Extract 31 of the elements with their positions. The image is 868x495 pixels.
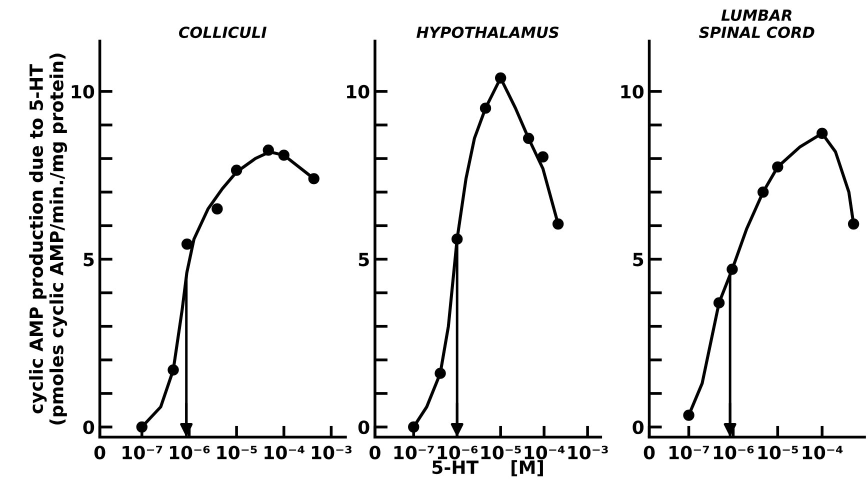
y-tick-label: 5 bbox=[84, 252, 94, 266]
x-tick-label: 0 bbox=[370, 446, 380, 460]
x-tick-label: 0 bbox=[94, 446, 106, 460]
x-tick-label: 10⁻⁷ bbox=[394, 446, 434, 460]
x-tick-label: 0 bbox=[644, 446, 655, 460]
y-tick-label: 0 bbox=[83, 420, 94, 434]
y-tick-label: 10 bbox=[72, 84, 94, 99]
x-tick-label: 10⁻⁴ bbox=[264, 446, 304, 460]
x-tick-label: 10⁻⁶ bbox=[170, 446, 210, 460]
chart-title: COLLICULI bbox=[179, 26, 267, 38]
x-tick-label: 10⁻⁷ bbox=[122, 446, 162, 460]
x-tick-label: 10⁻⁵ bbox=[758, 446, 798, 460]
y-tick-label: 0 bbox=[632, 420, 644, 434]
x-tick-label: 10⁻³ bbox=[312, 446, 352, 460]
y-axis-title: cyclic AMP production due to 5-HT (pmoles cyclic AMP/min./mg protein) bbox=[29, 54, 68, 424]
chart-title: LUMBAR SPINAL CORD bbox=[699, 10, 814, 38]
y-tick-label: 5 bbox=[358, 252, 369, 266]
x-axis-title: 5-HT [M] bbox=[432, 460, 543, 476]
x-tick-label: 10⁻⁶ bbox=[438, 446, 478, 460]
x-tick-label: 10⁻³ bbox=[568, 446, 608, 460]
x-tick-label: 10⁻⁶ bbox=[714, 446, 754, 460]
x-tick-label: 10⁻⁵ bbox=[217, 446, 257, 460]
x-tick-label: 10⁻⁴ bbox=[802, 446, 843, 460]
y-tick-label: 10 bbox=[621, 84, 644, 99]
y-tick-label: 5 bbox=[633, 252, 644, 266]
y-tick-label: 10 bbox=[347, 84, 370, 99]
x-tick-label: 10⁻⁴ bbox=[524, 446, 565, 460]
x-tick-label: 10⁻⁷ bbox=[670, 446, 709, 460]
chart-title: HYPOTHALAMUS bbox=[416, 26, 559, 38]
y-tick-label: 0 bbox=[358, 420, 370, 434]
x-tick-label: 10⁻⁵ bbox=[481, 446, 521, 460]
